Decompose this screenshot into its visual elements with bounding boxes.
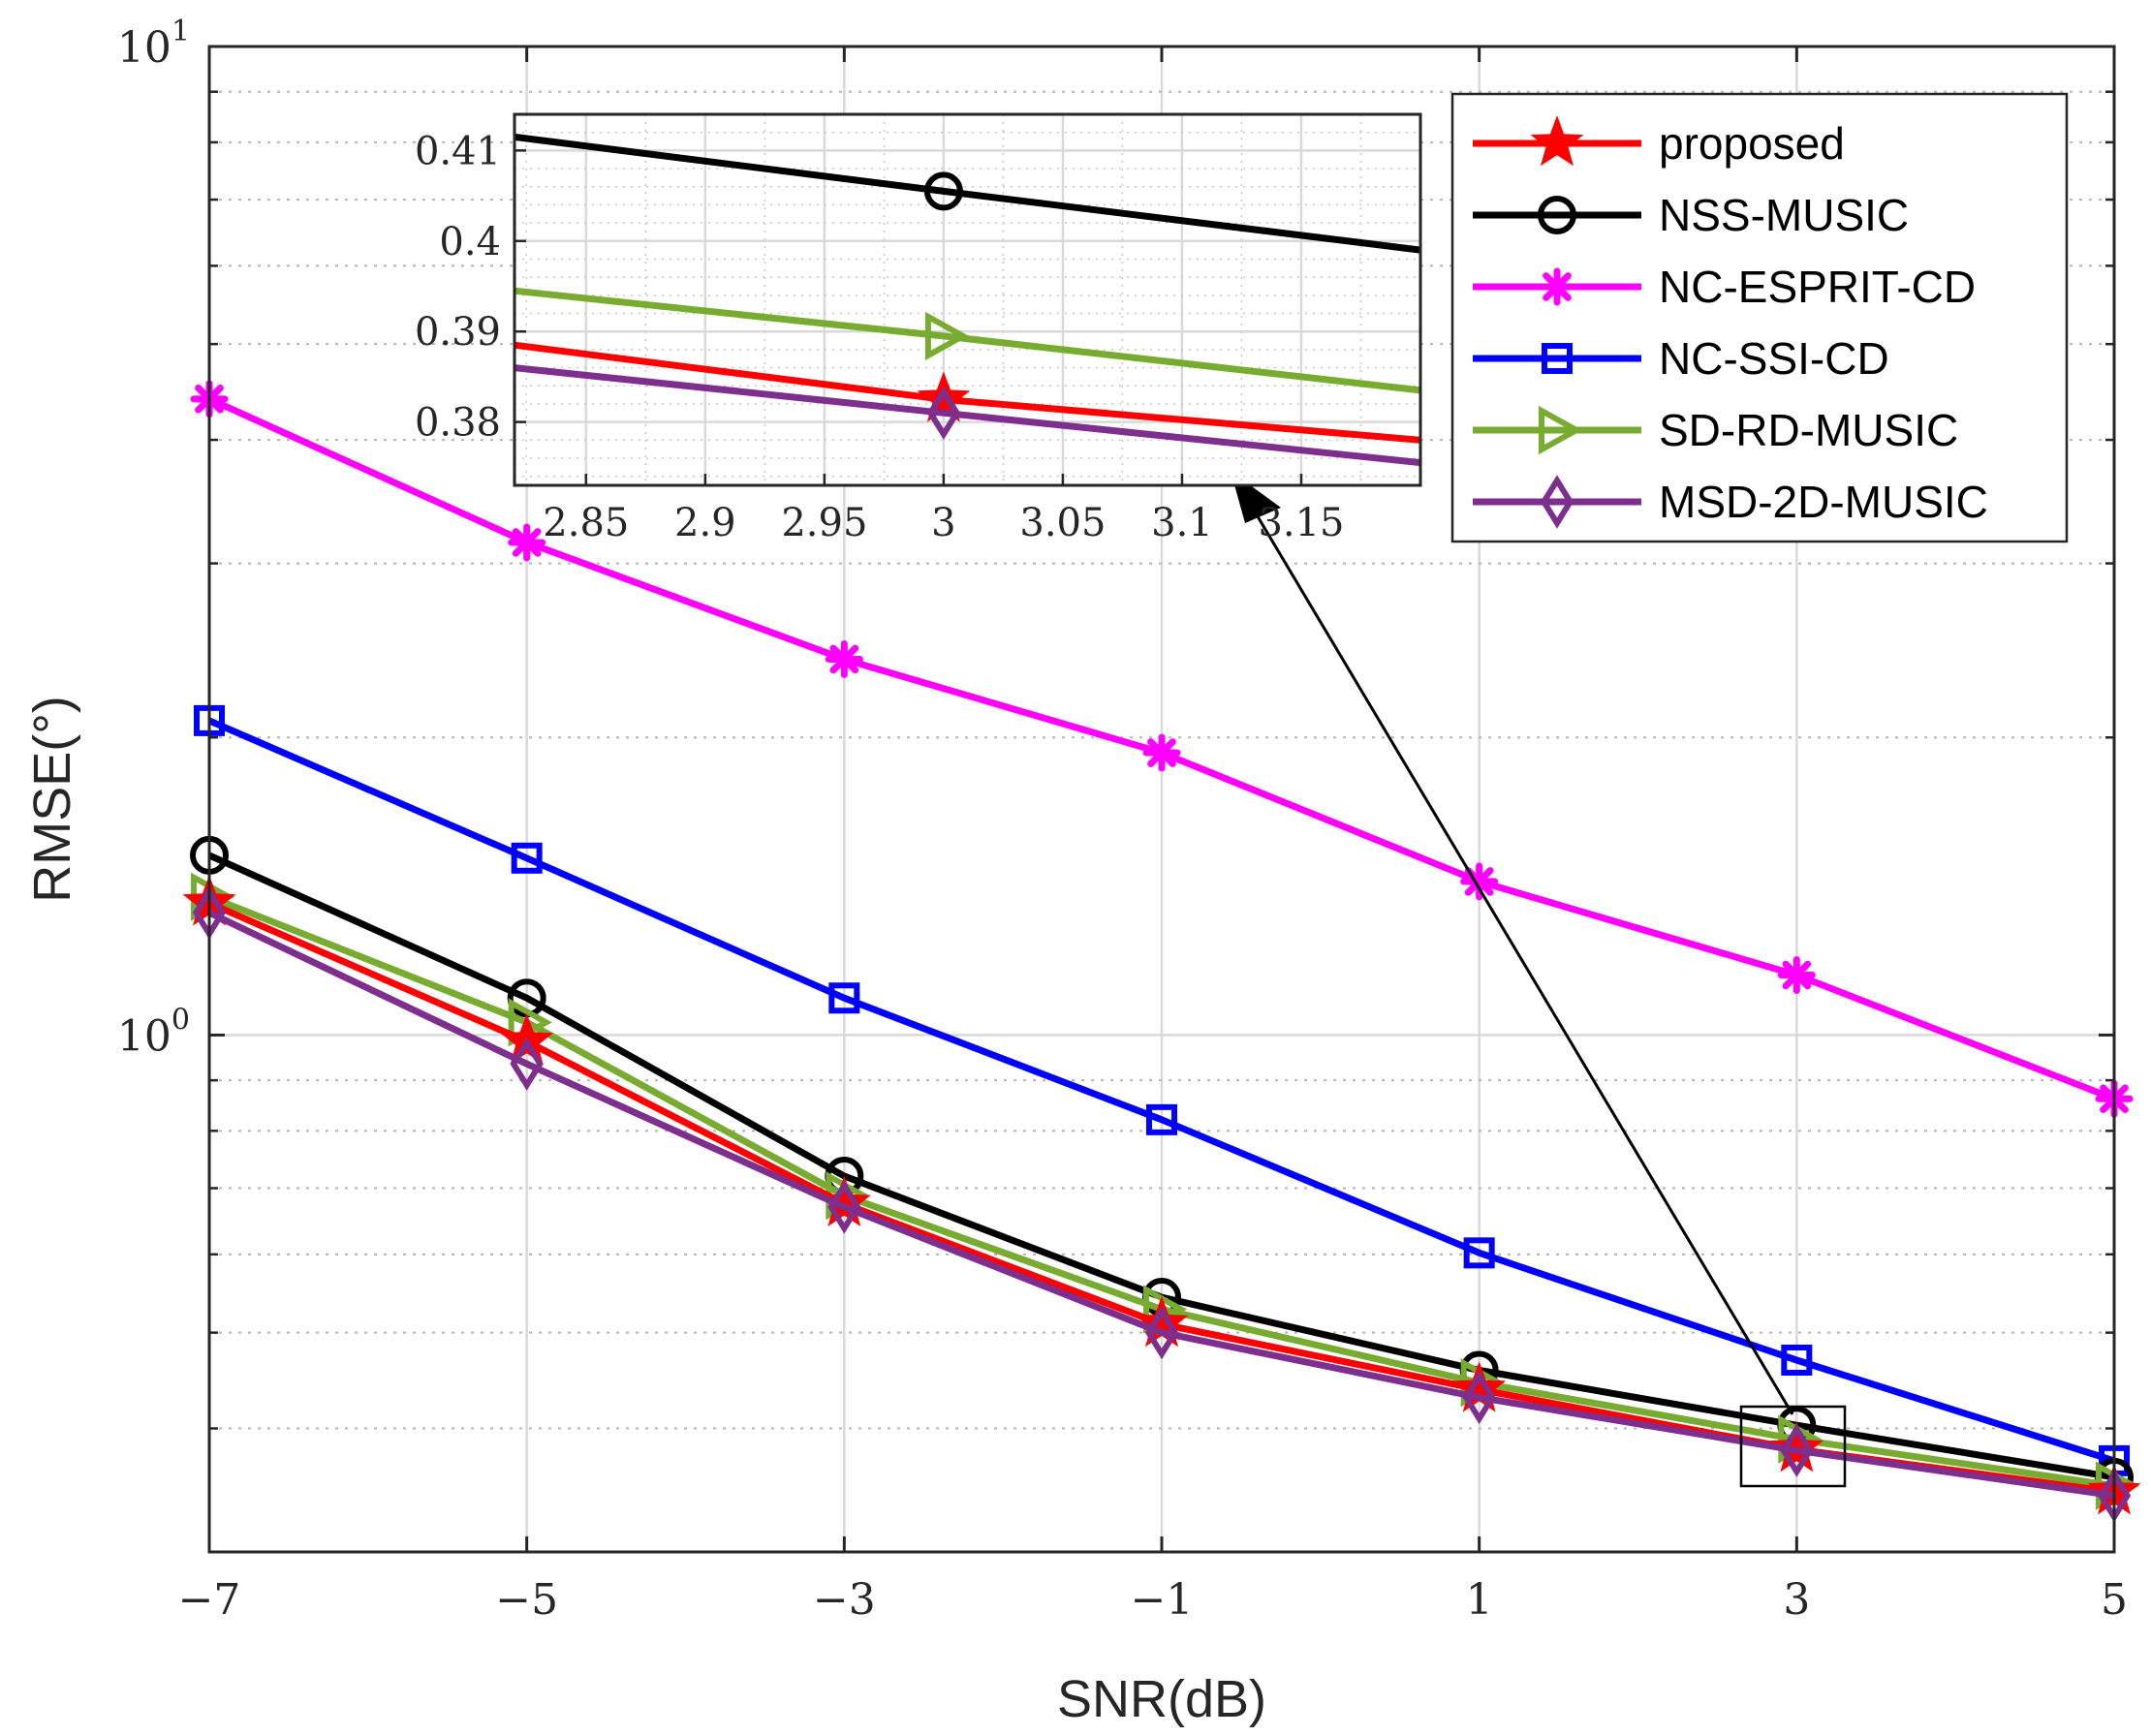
legend-entry: proposed bbox=[1473, 115, 1845, 169]
data-point bbox=[923, 171, 963, 211]
data-point bbox=[1460, 862, 1499, 901]
x-axis-title: SNR(dB) bbox=[1057, 1670, 1266, 1728]
data-point bbox=[511, 842, 543, 874]
x-tick-label: −3 bbox=[813, 1575, 876, 1625]
x-tick-label: 1 bbox=[1466, 1575, 1493, 1625]
zoom-region-box bbox=[1739, 1405, 1847, 1488]
data-point bbox=[1146, 1103, 1177, 1135]
legend-entry: MSD-2D-MUSIC bbox=[1473, 475, 1988, 529]
inset-zoom-plot: 2.85 2.9 2.95 3 3.05 3.1 3.15 0.38 0.39 0.4 0.41 bbox=[415, 112, 1422, 545]
x-tick-label: −5 bbox=[495, 1575, 558, 1625]
legend-entry: NC-SSI-CD bbox=[1473, 333, 1889, 384]
inset-x-tick-label: 3.05 bbox=[1019, 501, 1106, 545]
data-point bbox=[924, 311, 970, 360]
inset-y-tick-label: 0.39 bbox=[415, 310, 501, 355]
inset-series-nss-music bbox=[514, 133, 1421, 254]
legend-entry: NC-ESPRIT-CD bbox=[1473, 262, 1976, 312]
inset-series-line bbox=[514, 364, 1421, 467]
data-point bbox=[827, 1180, 861, 1234]
inset-series-msd-2d-music bbox=[514, 364, 1421, 467]
inset-x-tick-label: 3 bbox=[931, 501, 955, 545]
data-point bbox=[1538, 267, 1576, 306]
zoom-arrow-line bbox=[1241, 491, 1794, 1415]
legend-label: proposed bbox=[1659, 118, 1845, 169]
inset-x-tick-label: 2.85 bbox=[543, 501, 629, 545]
series-line bbox=[207, 909, 2115, 1500]
data-point bbox=[1540, 475, 1574, 529]
data-point bbox=[1530, 115, 1584, 167]
legend-entry: NSS-MUSIC bbox=[1473, 190, 1909, 240]
data-point bbox=[1780, 1423, 1814, 1477]
inset-y-tick-label: 0.38 bbox=[415, 401, 501, 446]
data-point bbox=[1142, 733, 1181, 772]
legend-entry: SD-RD-MUSIC bbox=[1473, 405, 1958, 455]
inset-series-line bbox=[514, 133, 1421, 254]
inset-frame bbox=[513, 112, 1422, 487]
inset-series bbox=[514, 133, 1421, 467]
data-point bbox=[1777, 955, 1816, 994]
data-point bbox=[1463, 1237, 1495, 1269]
inset-x-tick-label: 3.1 bbox=[1151, 501, 1213, 545]
series-nc-esprit-cd bbox=[190, 380, 2134, 1118]
x-tick-label: 5 bbox=[2101, 1575, 2128, 1625]
inset-y-tick-label: 0.41 bbox=[415, 129, 501, 173]
series-line bbox=[207, 717, 2116, 1465]
legend-label: NC-SSI-CD bbox=[1659, 333, 1889, 384]
legend-label: NC-ESPRIT-CD bbox=[1659, 262, 1976, 312]
legend-box bbox=[1450, 92, 2069, 543]
legend: proposed NSS-MUSIC NC-ESPRIT-CD NC-SSI-CD SD… bbox=[1450, 92, 2069, 543]
data-point bbox=[1462, 1370, 1496, 1425]
legend-label: SD-RD-MUSIC bbox=[1659, 405, 1958, 455]
y-tick-label: 101 bbox=[117, 15, 190, 73]
inset-y-tick-label: 0.4 bbox=[439, 220, 501, 264]
legend-label: MSD-2D-MUSIC bbox=[1659, 477, 1988, 527]
data-point bbox=[1538, 196, 1576, 234]
data-point bbox=[1769, 1421, 1824, 1472]
inset-tick-labels: 2.85 2.9 2.95 3 3.05 3.1 3.15 0.38 0.39 0.4 0.41 bbox=[415, 129, 1345, 545]
inset-series-line bbox=[514, 287, 1421, 394]
inset-x-tick-label: 2.95 bbox=[781, 501, 867, 545]
data-point bbox=[1781, 1344, 1813, 1376]
legend-label: NSS-MUSIC bbox=[1659, 190, 1909, 240]
main-series bbox=[182, 380, 2141, 1523]
main-tick-labels: −7 −5 −3 −1 1 3 5 100 101 bbox=[117, 15, 2128, 1625]
inset-x-tick-label: 3.15 bbox=[1258, 501, 1344, 545]
data-point bbox=[1539, 405, 1583, 455]
data-point bbox=[825, 639, 863, 678]
data-point bbox=[1542, 343, 1573, 374]
inset-x-tick-label: 2.9 bbox=[674, 501, 736, 545]
data-point bbox=[508, 523, 546, 562]
inset-series-sd-rd-music bbox=[514, 287, 1421, 394]
y-tick-label: 100 bbox=[117, 1003, 190, 1061]
x-tick-label: −7 bbox=[178, 1575, 241, 1625]
data-point bbox=[828, 982, 860, 1014]
data-point bbox=[1144, 1305, 1179, 1360]
data-point bbox=[926, 386, 961, 440]
data-point bbox=[510, 1037, 544, 1091]
x-tick-label: −1 bbox=[1131, 1575, 1194, 1625]
x-tick-label: 3 bbox=[1783, 1575, 1810, 1625]
y-axis-title: RMSE(°) bbox=[23, 696, 81, 903]
